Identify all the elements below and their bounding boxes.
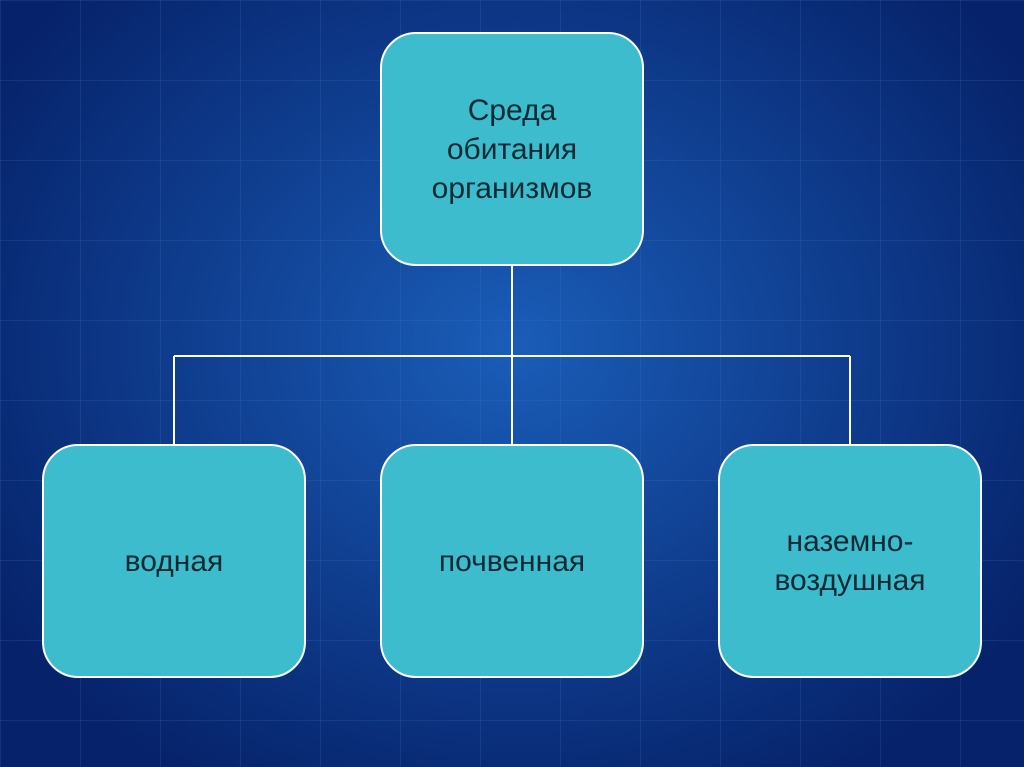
hierarchy-diagram: Среда обитания организмов водная почвенн…	[0, 0, 1024, 767]
leaf-node-label: почвенная	[439, 542, 585, 581]
leaf-node-air: наземно- воздушная	[718, 444, 982, 678]
leaf-node-soil: почвенная	[380, 444, 644, 678]
leaf-node-water: водная	[42, 444, 306, 678]
leaf-node-label: водная	[125, 542, 224, 581]
leaf-node-label: наземно- воздушная	[774, 522, 925, 600]
root-node: Среда обитания организмов	[380, 32, 644, 266]
root-node-label: Среда обитания организмов	[432, 91, 593, 208]
